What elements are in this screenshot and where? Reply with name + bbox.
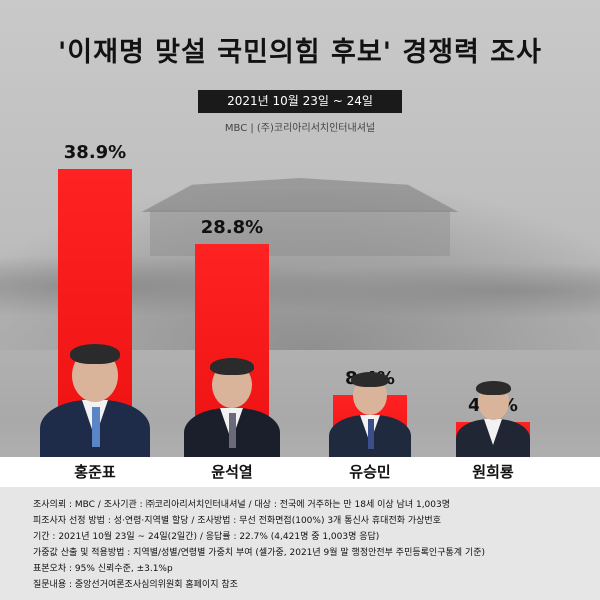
name-band <box>0 457 600 487</box>
note-line: 피조사자 선정 방법 : 성·연령·지역별 할당 / 조사방법 : 무선 전화면… <box>33 516 441 526</box>
category-label: 원희룡 <box>472 463 514 481</box>
candidate-photo <box>184 347 280 457</box>
note-line: 질문내용 : 중앙선거여론조사심의위원회 홈페이지 참조 <box>33 580 238 590</box>
candidate-photo <box>456 372 530 457</box>
candidate-photo <box>329 363 411 457</box>
survey-notes: 조사의뢰 : MBC / 조사기관 : ㈜코리아리서치인터내셔널 / 대상 : … <box>0 487 600 600</box>
date-range-badge: 2021년 10월 23일 ~ 24일 <box>198 90 402 113</box>
note-line: 조사의뢰 : MBC / 조사기관 : ㈜코리아리서치인터내셔널 / 대상 : … <box>33 500 451 510</box>
category-label: 윤석열 <box>211 463 253 481</box>
category-label: 홍준표 <box>74 463 116 481</box>
value-label: 38.9% <box>63 142 127 164</box>
note-line: 표본오차 : 95% 신뢰수준, ±3.1%p <box>33 564 173 574</box>
note-line: 가중값 산출 및 적용방법 : 지역별/성별/연령별 가중치 부여 (셀가중, … <box>33 548 485 558</box>
source-credit: MBC | (주)코리아리서치인터내셔널 <box>224 123 376 134</box>
value-label: 28.8% <box>200 216 264 238</box>
note-line: 기간 : 2021년 10월 23일 ~ 24일(2일간) / 응답률 : 22… <box>33 532 380 542</box>
category-label: 유승민 <box>349 463 391 481</box>
chart-title: '이재명 맞설 국민의힘 후보' 경쟁력 조사 <box>58 37 542 68</box>
candidate-photo <box>40 331 150 457</box>
background-building-roof <box>141 178 459 212</box>
